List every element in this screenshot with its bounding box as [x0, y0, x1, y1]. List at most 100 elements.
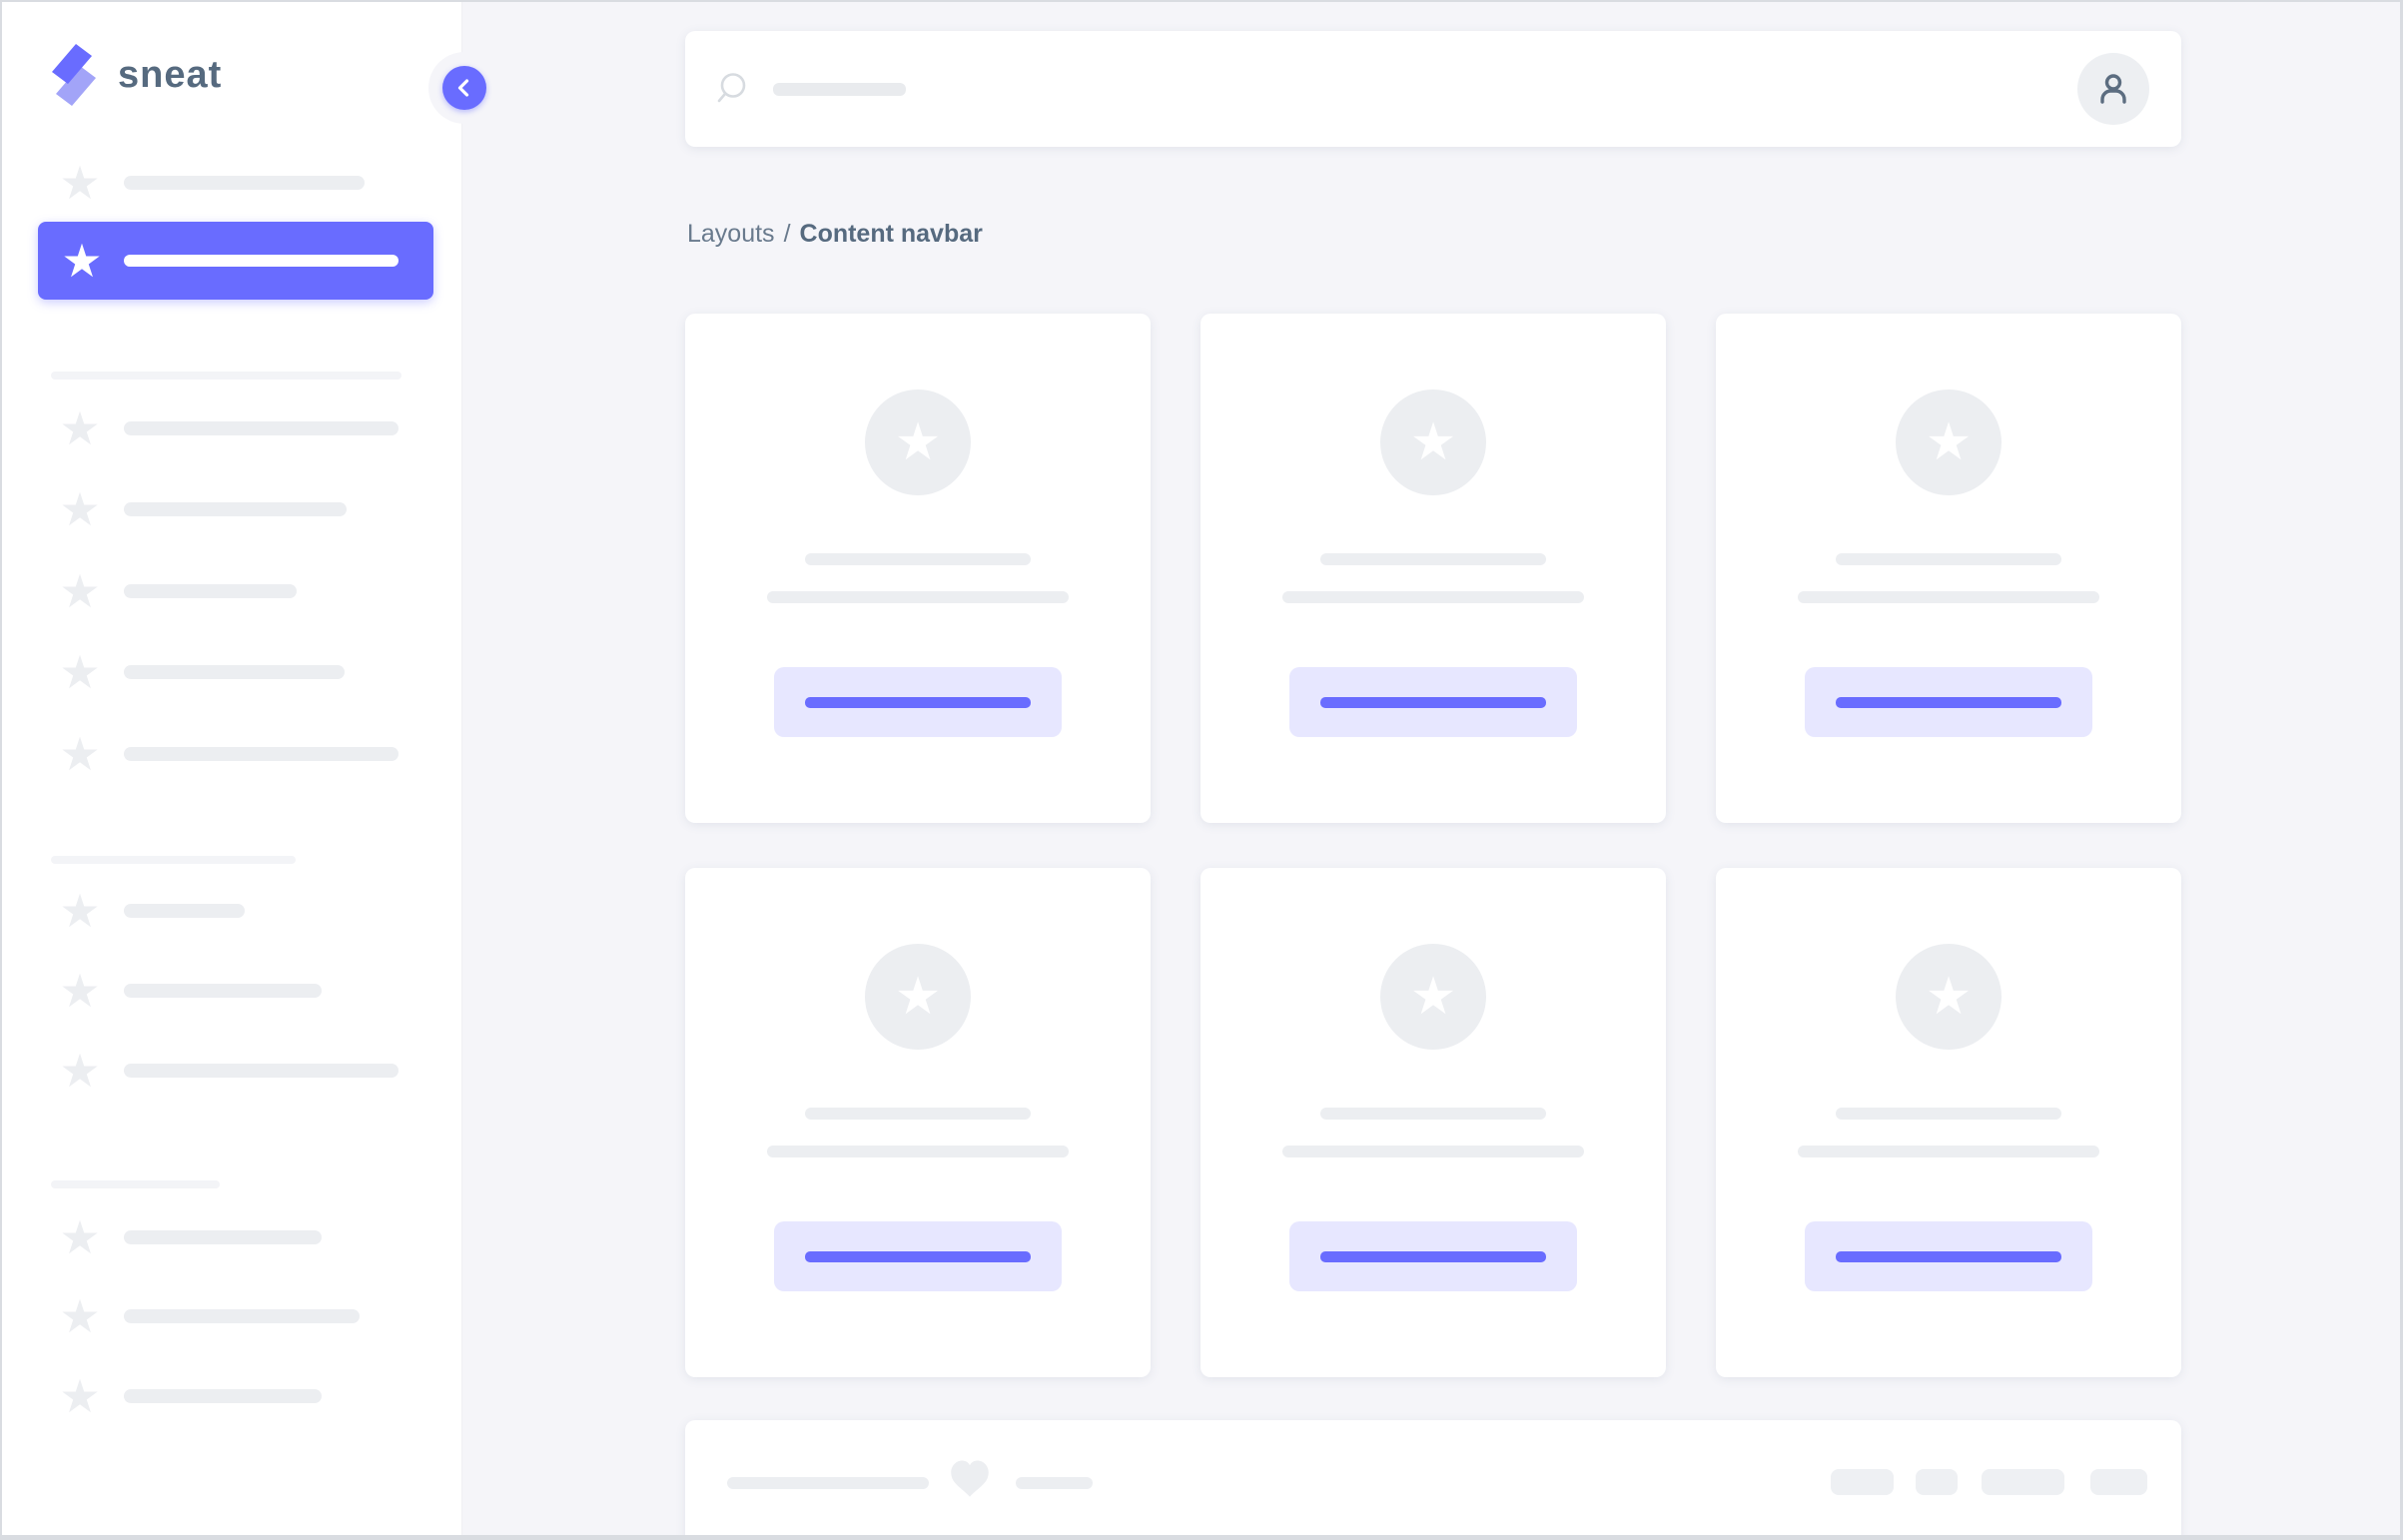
sidebar-item[interactable]: ★	[57, 731, 399, 777]
sidebar-item[interactable]: ★	[57, 968, 322, 1014]
menu-label-skeleton	[124, 1309, 360, 1323]
breadcrumb: Layouts / Content navbar	[687, 220, 983, 249]
pagination-chip-skeleton[interactable]	[1831, 1469, 1894, 1495]
card-image-placeholder: ★	[1380, 944, 1486, 1050]
card-text-skeleton	[1798, 591, 2099, 603]
card-text-skeleton	[767, 591, 1069, 603]
card-title-skeleton	[1320, 1108, 1546, 1120]
heart-icon[interactable]	[951, 1458, 989, 1498]
button-label-skeleton	[805, 1250, 1031, 1262]
card-button[interactable]	[1805, 1221, 2092, 1291]
menu-label-skeleton	[124, 984, 322, 998]
menu-label-skeleton	[124, 1389, 322, 1403]
star-icon: ★	[1409, 968, 1457, 1026]
star-icon: ★	[61, 235, 103, 287]
menu-label-skeleton	[124, 502, 347, 516]
cards-grid: ★ ★ ★ ★ ★ ★	[685, 314, 2181, 1377]
star-icon: ★	[1925, 968, 1973, 1026]
menu-label-skeleton	[124, 665, 345, 679]
menu-label-skeleton	[124, 255, 399, 267]
breadcrumb-separator: /	[783, 220, 791, 248]
content-card: ★	[1716, 868, 2181, 1377]
sidebar-item[interactable]: ★	[57, 1373, 322, 1419]
star-icon: ★	[59, 565, 101, 617]
star-icon: ★	[59, 1045, 101, 1097]
pagination-chip-skeleton[interactable]	[2090, 1469, 2147, 1495]
breadcrumb-section[interactable]: Layouts	[687, 220, 775, 248]
sidebar-item[interactable]: ★	[57, 405, 399, 451]
star-icon: ★	[59, 402, 101, 454]
star-icon: ★	[894, 968, 942, 1026]
card-title-skeleton	[1320, 553, 1546, 565]
bottom-title-skeleton	[727, 1477, 929, 1489]
bottom-panel	[685, 1420, 2181, 1535]
sidebar-item-active[interactable]: ★	[38, 222, 433, 300]
star-icon: ★	[59, 483, 101, 535]
sidebar: sneat ★ ★ ★ ★ ★ ★ ★ ★ ★ ★ ★ ★ ★	[2, 2, 500, 1535]
sidebar-item[interactable]: ★	[57, 888, 245, 934]
pagination-chip-skeleton[interactable]	[1916, 1469, 1958, 1495]
sidebar-item[interactable]: ★	[57, 1293, 360, 1339]
card-image-placeholder: ★	[1896, 389, 2002, 495]
star-icon: ★	[894, 413, 942, 471]
star-icon: ★	[59, 1370, 101, 1422]
card-button[interactable]	[1289, 1221, 1577, 1291]
content-card: ★	[1201, 314, 1666, 823]
menu-label-skeleton	[124, 747, 399, 761]
card-text-skeleton	[1282, 1146, 1584, 1157]
user-icon	[2100, 74, 2126, 104]
sidebar-item[interactable]: ★	[57, 568, 297, 614]
sidebar-collapse-button[interactable]	[428, 52, 500, 124]
search-icon	[717, 73, 746, 103]
content-card: ★	[1716, 314, 2181, 823]
menu-label-skeleton	[124, 1230, 322, 1244]
menu-section-header-skeleton	[51, 1180, 220, 1188]
search-input[interactable]	[711, 69, 906, 109]
top-navbar	[685, 31, 2181, 147]
star-icon: ★	[59, 157, 101, 209]
brand[interactable]: sneat	[48, 40, 222, 110]
search-placeholder-skeleton	[773, 82, 906, 96]
sidebar-item[interactable]: ★	[57, 1214, 322, 1260]
button-label-skeleton	[1320, 696, 1546, 708]
card-text-skeleton	[767, 1146, 1069, 1157]
sidebar-item[interactable]: ★	[57, 160, 365, 206]
pagination-chip-skeleton[interactable]	[1982, 1469, 2064, 1495]
card-title-skeleton	[805, 1108, 1031, 1120]
button-label-skeleton	[1836, 1250, 2061, 1262]
card-button[interactable]	[1289, 667, 1577, 737]
card-button[interactable]	[774, 667, 1062, 737]
card-button[interactable]	[1805, 667, 2092, 737]
content-card: ★	[685, 868, 1151, 1377]
sidebar-item[interactable]: ★	[57, 649, 345, 695]
card-image-placeholder: ★	[865, 389, 971, 495]
brand-name: sneat	[118, 53, 223, 96]
star-icon: ★	[59, 885, 101, 937]
card-image-placeholder: ★	[865, 944, 971, 1050]
card-text-skeleton	[1798, 1146, 2099, 1157]
button-label-skeleton	[805, 696, 1031, 708]
menu-label-skeleton	[124, 1064, 399, 1078]
card-title-skeleton	[805, 553, 1031, 565]
menu-label-skeleton	[124, 421, 399, 435]
sneat-logo-icon	[52, 44, 96, 106]
star-icon: ★	[59, 965, 101, 1017]
user-avatar[interactable]	[2077, 53, 2149, 125]
star-icon: ★	[59, 646, 101, 698]
card-button[interactable]	[774, 1221, 1062, 1291]
button-label-skeleton	[1320, 1250, 1546, 1262]
sidebar-menu: ★ ★ ★ ★ ★ ★ ★ ★ ★ ★ ★ ★ ★	[2, 2, 461, 1535]
card-text-skeleton	[1282, 591, 1584, 603]
sidebar-item[interactable]: ★	[57, 486, 347, 532]
sidebar-item[interactable]: ★	[57, 1048, 399, 1094]
chevron-left-icon	[442, 66, 486, 110]
menu-label-skeleton	[124, 176, 365, 190]
star-icon: ★	[1925, 413, 1973, 471]
menu-section-header-skeleton	[51, 856, 296, 864]
content-card: ★	[685, 314, 1151, 823]
card-image-placeholder: ★	[1896, 944, 2002, 1050]
bottom-label-skeleton	[1016, 1477, 1093, 1489]
card-title-skeleton	[1836, 553, 2061, 565]
content-card: ★	[1201, 868, 1666, 1377]
